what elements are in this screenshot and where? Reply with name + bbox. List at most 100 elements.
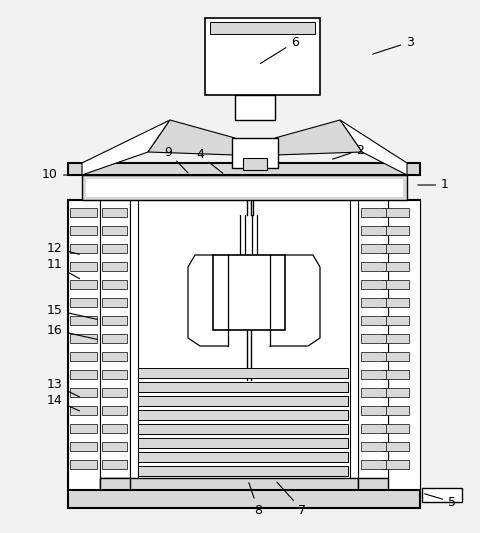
Bar	[70, 226, 97, 235]
Bar	[70, 334, 97, 343]
Polygon shape	[82, 120, 170, 175]
Bar	[70, 316, 97, 325]
Bar	[382, 262, 409, 271]
Bar	[213, 255, 285, 330]
Text: 2: 2	[333, 143, 364, 159]
Bar	[382, 244, 409, 253]
Text: 15: 15	[47, 303, 97, 319]
Text: 12: 12	[47, 241, 79, 254]
Bar	[350, 200, 358, 478]
Bar	[382, 334, 409, 343]
Bar	[102, 460, 127, 469]
Bar	[382, 316, 409, 325]
Bar	[100, 478, 130, 490]
Bar	[86, 179, 403, 197]
Bar	[361, 460, 386, 469]
Bar	[100, 478, 358, 490]
Bar	[102, 442, 127, 451]
Bar	[70, 352, 97, 361]
Bar	[70, 298, 97, 307]
Bar	[102, 334, 127, 343]
Bar	[382, 460, 409, 469]
Bar	[138, 424, 348, 434]
Bar	[243, 158, 267, 170]
Bar	[102, 352, 127, 361]
Bar	[422, 488, 462, 502]
Bar	[361, 262, 386, 271]
Bar	[68, 490, 420, 508]
Bar	[68, 163, 420, 175]
Bar	[382, 226, 409, 235]
Text: 3: 3	[372, 36, 414, 54]
Bar	[361, 334, 386, 343]
Bar	[102, 208, 127, 217]
Bar	[232, 138, 278, 168]
Bar	[361, 442, 386, 451]
Bar	[70, 262, 97, 271]
Bar	[138, 368, 348, 378]
Bar	[138, 438, 348, 448]
Bar	[235, 95, 275, 120]
Bar	[102, 280, 127, 289]
Text: 11: 11	[47, 259, 80, 279]
Bar	[382, 208, 409, 217]
Bar	[68, 200, 420, 490]
Bar	[361, 280, 386, 289]
Bar	[102, 406, 127, 415]
Bar	[138, 396, 348, 406]
Text: 7: 7	[277, 482, 306, 516]
Bar	[361, 298, 386, 307]
Bar	[138, 382, 348, 392]
Bar	[382, 370, 409, 379]
Bar	[361, 316, 386, 325]
Bar	[138, 452, 348, 462]
Bar	[102, 262, 127, 271]
Bar	[382, 298, 409, 307]
Bar	[102, 226, 127, 235]
Bar	[102, 316, 127, 325]
Bar	[382, 388, 409, 397]
Bar	[102, 424, 127, 433]
Bar	[102, 388, 127, 397]
Bar	[70, 280, 97, 289]
Bar	[361, 406, 386, 415]
Bar	[210, 22, 315, 34]
Bar	[138, 410, 348, 420]
Bar	[130, 200, 138, 478]
Bar	[70, 406, 97, 415]
Bar	[102, 244, 127, 253]
Polygon shape	[275, 120, 362, 155]
Text: 9: 9	[164, 146, 188, 173]
Bar	[361, 226, 386, 235]
Bar	[382, 352, 409, 361]
Bar	[70, 208, 97, 217]
Polygon shape	[340, 120, 407, 175]
Bar	[361, 352, 386, 361]
Bar	[382, 424, 409, 433]
Bar	[70, 460, 97, 469]
Bar	[361, 388, 386, 397]
Bar	[382, 442, 409, 451]
Bar	[361, 208, 386, 217]
Bar	[70, 244, 97, 253]
Bar	[68, 200, 100, 490]
Bar	[102, 298, 127, 307]
Bar	[388, 200, 420, 490]
Bar	[382, 280, 409, 289]
Text: 4: 4	[196, 149, 223, 173]
Bar	[82, 175, 407, 200]
Bar	[70, 424, 97, 433]
Bar	[361, 424, 386, 433]
Bar	[205, 18, 320, 95]
Polygon shape	[148, 120, 235, 155]
Text: 1: 1	[418, 179, 449, 191]
Text: 8: 8	[249, 483, 262, 516]
Text: 16: 16	[47, 324, 97, 340]
Bar	[358, 200, 388, 478]
Bar	[382, 406, 409, 415]
Text: 10: 10	[42, 168, 79, 182]
Bar	[102, 370, 127, 379]
Text: 14: 14	[47, 393, 80, 411]
Bar	[70, 370, 97, 379]
Bar	[70, 442, 97, 451]
